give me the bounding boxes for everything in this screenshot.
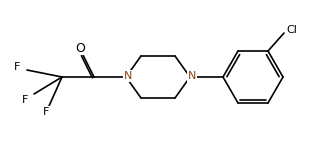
Text: N: N <box>188 71 196 81</box>
Text: F: F <box>14 62 20 72</box>
Text: F: F <box>22 95 28 105</box>
Text: F: F <box>43 107 49 117</box>
Text: N: N <box>124 71 132 81</box>
Text: Cl: Cl <box>286 25 297 35</box>
Text: O: O <box>75 42 85 55</box>
